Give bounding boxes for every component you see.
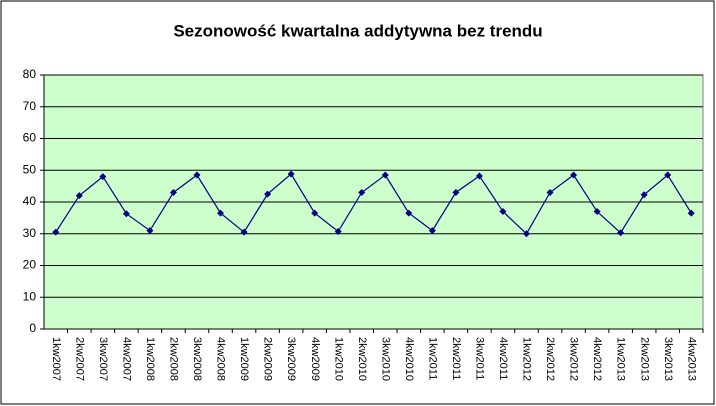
marker bbox=[287, 170, 295, 178]
marker bbox=[99, 173, 107, 181]
marker bbox=[240, 228, 248, 236]
marker bbox=[264, 190, 272, 198]
x-tick-label: 2kw2009 bbox=[262, 337, 274, 381]
x-tick-label: 2kw2011 bbox=[450, 337, 462, 380]
marker bbox=[169, 188, 177, 196]
x-tick-label: 2kw2012 bbox=[544, 337, 556, 381]
x-tick-label: 3kw2010 bbox=[379, 337, 391, 381]
y-tick-label: 0 bbox=[29, 321, 36, 335]
x-tick-label: 2kw2013 bbox=[638, 337, 650, 381]
x-tick-label: 3kw2012 bbox=[568, 337, 580, 381]
marker bbox=[546, 188, 554, 196]
x-tick-label: 1kw2010 bbox=[332, 337, 344, 381]
marker bbox=[664, 171, 672, 179]
x-tick-label: 1kw2012 bbox=[521, 337, 533, 381]
marker bbox=[570, 171, 578, 179]
x-tick-label: 3kw2013 bbox=[662, 337, 674, 381]
marker bbox=[358, 188, 366, 196]
y-tick-label: 40 bbox=[23, 194, 37, 208]
x-tick-label: 3kw2007 bbox=[97, 337, 109, 381]
x-tick-label: 4kw2008 bbox=[215, 337, 227, 381]
marker bbox=[217, 209, 225, 217]
x-tick-label: 2kw2010 bbox=[356, 337, 368, 381]
marker bbox=[405, 209, 413, 217]
x-tick-label: 1kw2008 bbox=[144, 337, 156, 381]
marker bbox=[522, 230, 530, 238]
x-tick-label: 4kw2007 bbox=[120, 337, 132, 381]
x-tick-label: 1kw2007 bbox=[50, 337, 62, 381]
x-tick-label: 3kw2011 bbox=[474, 337, 486, 380]
marker bbox=[334, 228, 342, 236]
x-tick-label: 3kw2008 bbox=[191, 337, 203, 381]
marker bbox=[193, 171, 201, 179]
marker bbox=[687, 209, 695, 217]
marker bbox=[593, 208, 601, 216]
x-tick-label: 1kw2013 bbox=[615, 337, 627, 381]
marker bbox=[146, 227, 154, 235]
marker bbox=[428, 227, 436, 235]
x-tick-label: 4kw2013 bbox=[685, 337, 697, 381]
x-tick-label: 3kw2009 bbox=[285, 337, 297, 381]
x-tick-label: 1kw2011 bbox=[426, 337, 438, 380]
x-tick-label: 4kw2011 bbox=[497, 337, 509, 380]
marker bbox=[52, 228, 60, 236]
marker bbox=[452, 188, 460, 196]
marker bbox=[499, 208, 507, 216]
y-tick-label: 50 bbox=[23, 162, 37, 176]
x-tick-label: 4kw2009 bbox=[309, 337, 321, 381]
marker bbox=[381, 171, 389, 179]
marker bbox=[617, 229, 625, 237]
marker bbox=[75, 192, 83, 200]
y-tick-label: 10 bbox=[23, 289, 37, 303]
line bbox=[55, 173, 692, 235]
x-tick-label: 2kw2008 bbox=[168, 337, 180, 381]
x-tick-label: 4kw2012 bbox=[591, 337, 603, 381]
y-tick-label: 20 bbox=[23, 258, 37, 272]
chart-title: Sezonowość kwartalna addytywna bez trend… bbox=[173, 21, 542, 40]
marker bbox=[475, 172, 483, 180]
x-tick-label: 2kw2007 bbox=[73, 337, 85, 381]
y-tick-label: 80 bbox=[23, 67, 37, 81]
y-tick-label: 60 bbox=[23, 131, 37, 145]
y-tick-label: 70 bbox=[23, 99, 37, 113]
x-tick-label: 4kw2010 bbox=[403, 337, 415, 381]
marker bbox=[311, 209, 319, 217]
marker bbox=[122, 210, 130, 218]
marker bbox=[640, 191, 648, 199]
y-tick-label: 30 bbox=[23, 226, 37, 240]
x-tick-label: 1kw2009 bbox=[238, 337, 250, 381]
